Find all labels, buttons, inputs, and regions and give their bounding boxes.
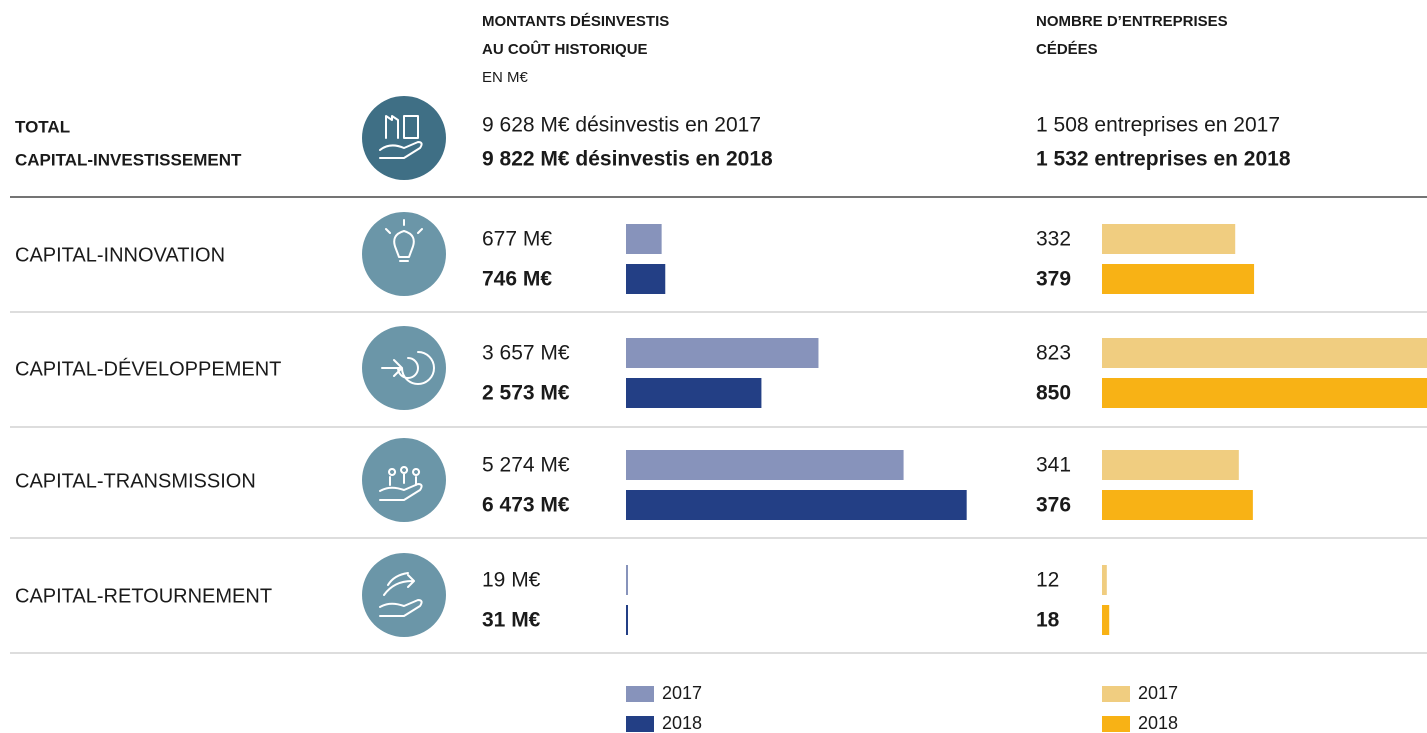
bar: [626, 490, 967, 520]
category-icon: [362, 212, 446, 296]
category-icon-glyph: [379, 466, 423, 501]
bar: [626, 224, 662, 254]
value-label: 19 M€: [482, 569, 541, 592]
value-label: 12: [1036, 569, 1059, 592]
value-label: 823: [1036, 342, 1071, 365]
bar: [626, 450, 904, 480]
category-icon: [362, 553, 446, 637]
total-amount: 9 822 M€ désinvestis en 2018: [482, 148, 773, 171]
bar: [1102, 338, 1427, 368]
total-label: CAPITAL-INVESTISSEMENT: [15, 150, 242, 169]
amounts-unit: EN M€: [482, 69, 529, 86]
category-icon-glyph: [381, 351, 435, 385]
value-label: 376: [1036, 494, 1071, 517]
total-count: 1 532 entreprises en 2018: [1036, 148, 1291, 171]
bar: [626, 565, 628, 595]
value-label: 379: [1036, 268, 1071, 291]
legend-label: 2017: [662, 683, 702, 703]
value-label: 850: [1036, 382, 1071, 405]
bar: [626, 338, 819, 368]
category-label: CAPITAL-DÉVELOPPEMENT: [15, 357, 281, 380]
legend-swatch: [1102, 716, 1130, 732]
value-label: 5 274 M€: [482, 454, 570, 477]
bar: [1102, 450, 1239, 480]
legend-label: 2017: [1138, 683, 1178, 703]
legend-label: 2018: [662, 713, 702, 733]
legend-label: 2018: [1138, 713, 1178, 733]
bar: [626, 605, 628, 635]
bar: [1102, 378, 1427, 408]
category-icon: [362, 326, 446, 410]
counts-title: NOMBRE D’ENTREPRISES: [1036, 13, 1228, 30]
bar: [1102, 224, 1236, 254]
bar: [626, 264, 666, 294]
bar: [1102, 490, 1253, 520]
value-label: 2 573 M€: [482, 382, 570, 405]
category-label: CAPITAL-TRANSMISSION: [15, 470, 256, 492]
category-icon-glyph: [385, 219, 423, 262]
value-label: 6 473 M€: [482, 494, 570, 517]
legend-swatch: [1102, 686, 1130, 702]
bar: [1102, 565, 1107, 595]
value-label: 332: [1036, 228, 1071, 251]
category-label: CAPITAL-RETOURNEMENT: [15, 585, 272, 607]
total-count: 1 508 entreprises en 2017: [1036, 114, 1280, 137]
value-label: 746 M€: [482, 268, 552, 291]
category-label: CAPITAL-INNOVATION: [15, 244, 225, 266]
legend-swatch: [626, 716, 654, 732]
value-label: 341: [1036, 454, 1071, 477]
value-label: 3 657 M€: [482, 342, 570, 365]
bar: [1102, 264, 1255, 294]
legend-swatch: [626, 686, 654, 702]
amounts-title: MONTANTS DÉSINVESTIS: [482, 13, 669, 30]
bar: [1102, 605, 1110, 635]
total-icon-glyph: [379, 115, 423, 159]
amounts-title: AU COÛT HISTORIQUE: [482, 40, 648, 58]
value-label: 677 M€: [482, 228, 552, 251]
value-label: 31 M€: [482, 609, 541, 632]
category-icon-glyph: [379, 572, 423, 617]
value-label: 18: [1036, 609, 1060, 632]
total-label: TOTAL: [15, 117, 70, 136]
total-amount: 9 628 M€ désinvestis en 2017: [482, 114, 761, 137]
bar: [626, 378, 762, 408]
counts-title: CÉDÉES: [1036, 41, 1098, 58]
